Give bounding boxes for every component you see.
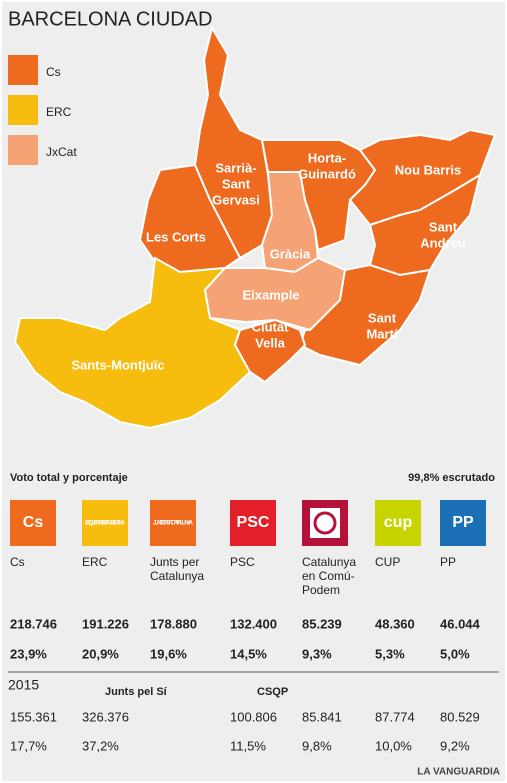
party-logo xyxy=(10,500,56,546)
party-percent: 5,0% xyxy=(440,646,470,661)
party-logo-text: Cs xyxy=(23,514,44,531)
party-percent: 23,9% xyxy=(10,646,47,661)
previous-percent: 17,7% xyxy=(10,738,47,753)
party-logo-text: PP xyxy=(452,514,474,531)
party-name: Catalunya xyxy=(150,569,204,583)
party-votes: 46.044 xyxy=(440,616,481,631)
party-votes: 191.226 xyxy=(82,616,129,631)
previous-votes: 100.806 xyxy=(230,709,277,724)
legend-swatch xyxy=(8,55,38,85)
legend-swatch xyxy=(8,95,38,125)
legend-label: ERC xyxy=(46,105,72,119)
district-label: Guinardó xyxy=(298,166,356,181)
party-name: PSC xyxy=(230,555,255,569)
district-label: Nou Barris xyxy=(395,162,461,177)
party-logo-text: JUNTS PER CATALUNYA xyxy=(153,521,194,527)
district-label: Vella xyxy=(255,335,285,350)
party-logo xyxy=(230,500,276,546)
party-name: en Comú- xyxy=(302,569,355,583)
previous-votes: 155.361 xyxy=(10,709,57,724)
party-logo-text: cup xyxy=(384,514,413,531)
district-label: Andreu xyxy=(420,235,466,250)
previous-votes: 85.841 xyxy=(302,709,342,724)
legend-label: JxCat xyxy=(46,145,77,159)
footer: LA VANGUARDIA xyxy=(417,767,500,778)
legend-swatch xyxy=(8,135,38,165)
previous-percent: 10,0% xyxy=(375,738,412,753)
district xyxy=(260,139,377,252)
party-logo-mark xyxy=(313,511,337,535)
title: BARCELONA CIUDAD xyxy=(8,8,213,30)
party-votes: 85.239 xyxy=(302,616,342,631)
party-name: Cs xyxy=(10,555,25,569)
party-percent: 19,6% xyxy=(150,646,187,661)
party-logo xyxy=(375,500,421,546)
party-percent: 9,3% xyxy=(302,646,332,661)
party-percent: 14,5% xyxy=(230,646,267,661)
district-label: Sarrià- xyxy=(215,160,256,175)
district-label: Eixample xyxy=(242,287,299,302)
previous-percent: 9,2% xyxy=(440,738,470,753)
district-label: Les Corts xyxy=(146,229,206,244)
previous-percent: 37,2% xyxy=(82,738,119,753)
party-name: PP xyxy=(440,555,456,569)
previous-percent: 11,5% xyxy=(230,738,266,753)
previous-votes: 80.529 xyxy=(440,709,480,724)
party-logo xyxy=(440,500,486,546)
previous-votes: 326.376 xyxy=(82,709,129,724)
table-heading: Voto total y porcentaje xyxy=(10,472,128,484)
party-percent: 5,3% xyxy=(375,646,405,661)
party-votes: 48.360 xyxy=(375,616,415,631)
district-label: Sant xyxy=(222,176,251,191)
party-logo xyxy=(150,500,196,546)
party-name: Junts per xyxy=(150,555,199,569)
district-label: Horta- xyxy=(308,150,346,165)
previous-label: CSQP xyxy=(257,686,288,698)
district xyxy=(233,318,307,384)
party-percent: 20,9% xyxy=(82,646,119,661)
district xyxy=(298,263,432,367)
party-votes: 132.400 xyxy=(230,616,277,631)
legend-label: Cs xyxy=(46,65,61,79)
district-label: Sant xyxy=(368,310,397,325)
district-label: Martí xyxy=(366,326,397,341)
party-votes: 178.880 xyxy=(150,616,197,631)
district-label: Sant xyxy=(429,219,458,234)
district-label: Ciutat xyxy=(252,319,290,334)
previous-year: 2015 xyxy=(8,677,39,693)
party-name: CUP xyxy=(375,555,400,569)
previous-label: Junts pel Sí xyxy=(105,686,168,698)
party-logo xyxy=(82,500,128,546)
party-name: Podem xyxy=(302,583,340,597)
district xyxy=(368,172,482,277)
party-logo-text: ESQUERRA REPUBLICANA xyxy=(85,521,126,527)
party-name: Catalunya xyxy=(302,555,356,569)
district-label: Gervasi xyxy=(212,192,260,207)
district-label: Gràcia xyxy=(270,246,311,261)
district-label: Sants-Montjuïc xyxy=(71,357,164,372)
table-status: 99,8% escrutado xyxy=(408,472,495,484)
party-name: ERC xyxy=(82,555,108,569)
previous-votes: 87.774 xyxy=(375,709,415,724)
previous-percent: 9,8% xyxy=(302,738,332,753)
party-logo-text: PSC xyxy=(237,514,270,531)
party-votes: 218.746 xyxy=(10,616,57,631)
